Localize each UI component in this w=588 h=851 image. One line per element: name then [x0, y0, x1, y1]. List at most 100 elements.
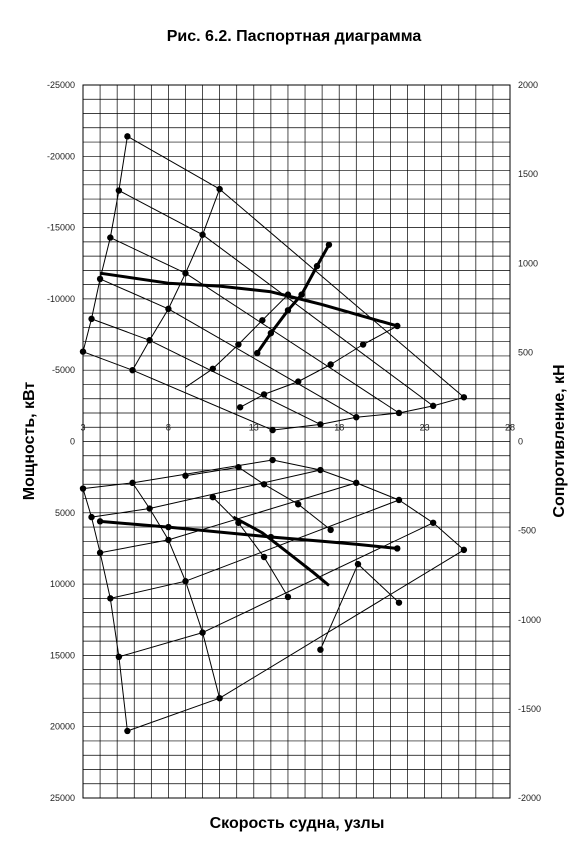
- power-point-marker: [353, 414, 360, 421]
- y-left-tick-label: 10000: [50, 579, 75, 589]
- y-right-tick-label: 1000: [518, 258, 538, 268]
- resistance-point-marker: [79, 485, 87, 492]
- x-tick-label: 8: [166, 423, 171, 433]
- resistance-curve-thin: [132, 482, 221, 699]
- power-point-marker: [254, 349, 261, 357]
- y-left-tick-label: 15000: [50, 650, 75, 660]
- power-point-marker: [182, 270, 189, 277]
- power-point-marker: [313, 262, 321, 270]
- resistance-curve-thin: [127, 549, 465, 732]
- axis-ticks: -25000 -20000 -15000 -10000 -5000 0 5000 10000 1…: [47, 80, 541, 803]
- power-point-marker: [317, 421, 324, 428]
- resistance-curve-thin: [319, 563, 400, 650]
- power-point-marker: [269, 426, 276, 434]
- chart-title: Рис. 6.2. Паспортная диаграмма: [167, 28, 422, 45]
- resistance-point-marker: [96, 549, 104, 556]
- power-curve-thick: [99, 271, 398, 328]
- power-point-marker: [267, 329, 275, 337]
- resistance-curve-thin: [91, 469, 321, 518]
- resistance-point-marker: [429, 519, 437, 526]
- power-curve-thin: [239, 325, 398, 408]
- resistance-point-marker: [284, 593, 292, 601]
- power-point-marker: [236, 404, 244, 411]
- x-tick-label: 18: [334, 423, 344, 433]
- y-left-tick-label: -10000: [47, 294, 75, 304]
- resistance-point-marker: [209, 493, 217, 501]
- y-left-tick-label: -15000: [47, 223, 75, 233]
- resistance-point-marker: [107, 595, 114, 602]
- power-point-marker: [129, 367, 136, 374]
- power-point-marker: [298, 291, 305, 298]
- resistance-point-marker: [269, 456, 276, 464]
- power-curve-thin: [99, 278, 357, 418]
- power-point-marker: [209, 365, 217, 372]
- y-left-tick-label: 20000: [50, 722, 75, 732]
- resistance-point-marker: [353, 479, 360, 487]
- y-left-tick-label: 5000: [55, 508, 75, 518]
- y-left-tick-label: -20000: [47, 151, 75, 161]
- power-curve-thin: [82, 136, 128, 352]
- x-tick-label: 28: [505, 423, 515, 433]
- resistance-curve-thick: [99, 519, 398, 550]
- resistance-point-marker: [295, 501, 302, 508]
- power-point-marker: [460, 394, 468, 401]
- resistance-point-marker: [182, 472, 189, 479]
- resistance-point-marker: [460, 546, 468, 554]
- x-tick-label: 23: [420, 423, 430, 433]
- resistance-point-marker: [115, 653, 123, 661]
- power-curve-thin: [127, 135, 465, 398]
- resistance-point-marker: [317, 646, 324, 653]
- power-point-marker: [359, 341, 367, 348]
- resistance-point-marker: [146, 505, 153, 512]
- power-point-marker: [199, 231, 206, 238]
- plot-frame: [82, 84, 511, 799]
- power-point-marker: [394, 322, 401, 330]
- y-left-tick-label: -25000: [47, 80, 75, 90]
- power-point-marker: [284, 307, 292, 314]
- power-curve-thin: [91, 318, 321, 425]
- power-point-marker: [259, 317, 266, 324]
- y-axis-left-label: Мощность, кВт: [21, 382, 38, 501]
- power-point-marker: [325, 241, 333, 248]
- power-point-marker: [429, 402, 437, 410]
- power-point-marker: [165, 305, 172, 313]
- power-point-marker: [146, 337, 153, 344]
- y-right-tick-label: 1500: [518, 169, 538, 179]
- x-tick-label: 13: [249, 423, 259, 433]
- power-curve-thin: [82, 351, 273, 431]
- y-right-tick-label: 500: [518, 347, 533, 357]
- resistance-curve-thin: [272, 459, 465, 551]
- power-point-marker: [284, 291, 292, 298]
- power-point-marker: [260, 391, 268, 398]
- resistance-point-marker: [96, 518, 104, 525]
- resistance-point-marker: [182, 578, 189, 585]
- power-curve-thick: [255, 243, 331, 354]
- resistance-point-marker: [267, 533, 275, 541]
- y-right-tick-label: -2000: [518, 793, 541, 803]
- y-left-tick-label: 25000: [50, 793, 75, 803]
- resistance-point-marker: [327, 526, 334, 534]
- power-curve-thin: [118, 190, 434, 407]
- resistance-point-marker: [199, 629, 206, 636]
- plot-curves: [82, 135, 465, 732]
- y-left-tick-label: -5000: [52, 365, 75, 375]
- y-right-tick-label: 2000: [518, 80, 538, 90]
- power-point-marker: [107, 234, 114, 241]
- resistance-point-marker: [260, 553, 268, 561]
- power-point-marker: [216, 185, 223, 193]
- y-right-tick-label: -1500: [518, 704, 541, 714]
- resistance-point-marker: [88, 513, 95, 521]
- y-right-tick-label: -1000: [518, 615, 541, 625]
- x-axis-label: Скорость судна, узлы: [210, 815, 385, 832]
- power-point-marker: [96, 275, 104, 283]
- resistance-point-marker: [216, 694, 223, 702]
- resistance-curve-thin: [212, 496, 289, 598]
- y-axis-right-label: Сопротивление, кН: [551, 364, 568, 517]
- resistance-point-marker: [165, 536, 172, 544]
- plot-grid: [82, 84, 511, 799]
- power-point-marker: [295, 378, 302, 385]
- y-right-tick-label: 0: [518, 437, 523, 447]
- resistance-point-marker: [354, 560, 362, 568]
- resistance-point-marker: [317, 466, 324, 474]
